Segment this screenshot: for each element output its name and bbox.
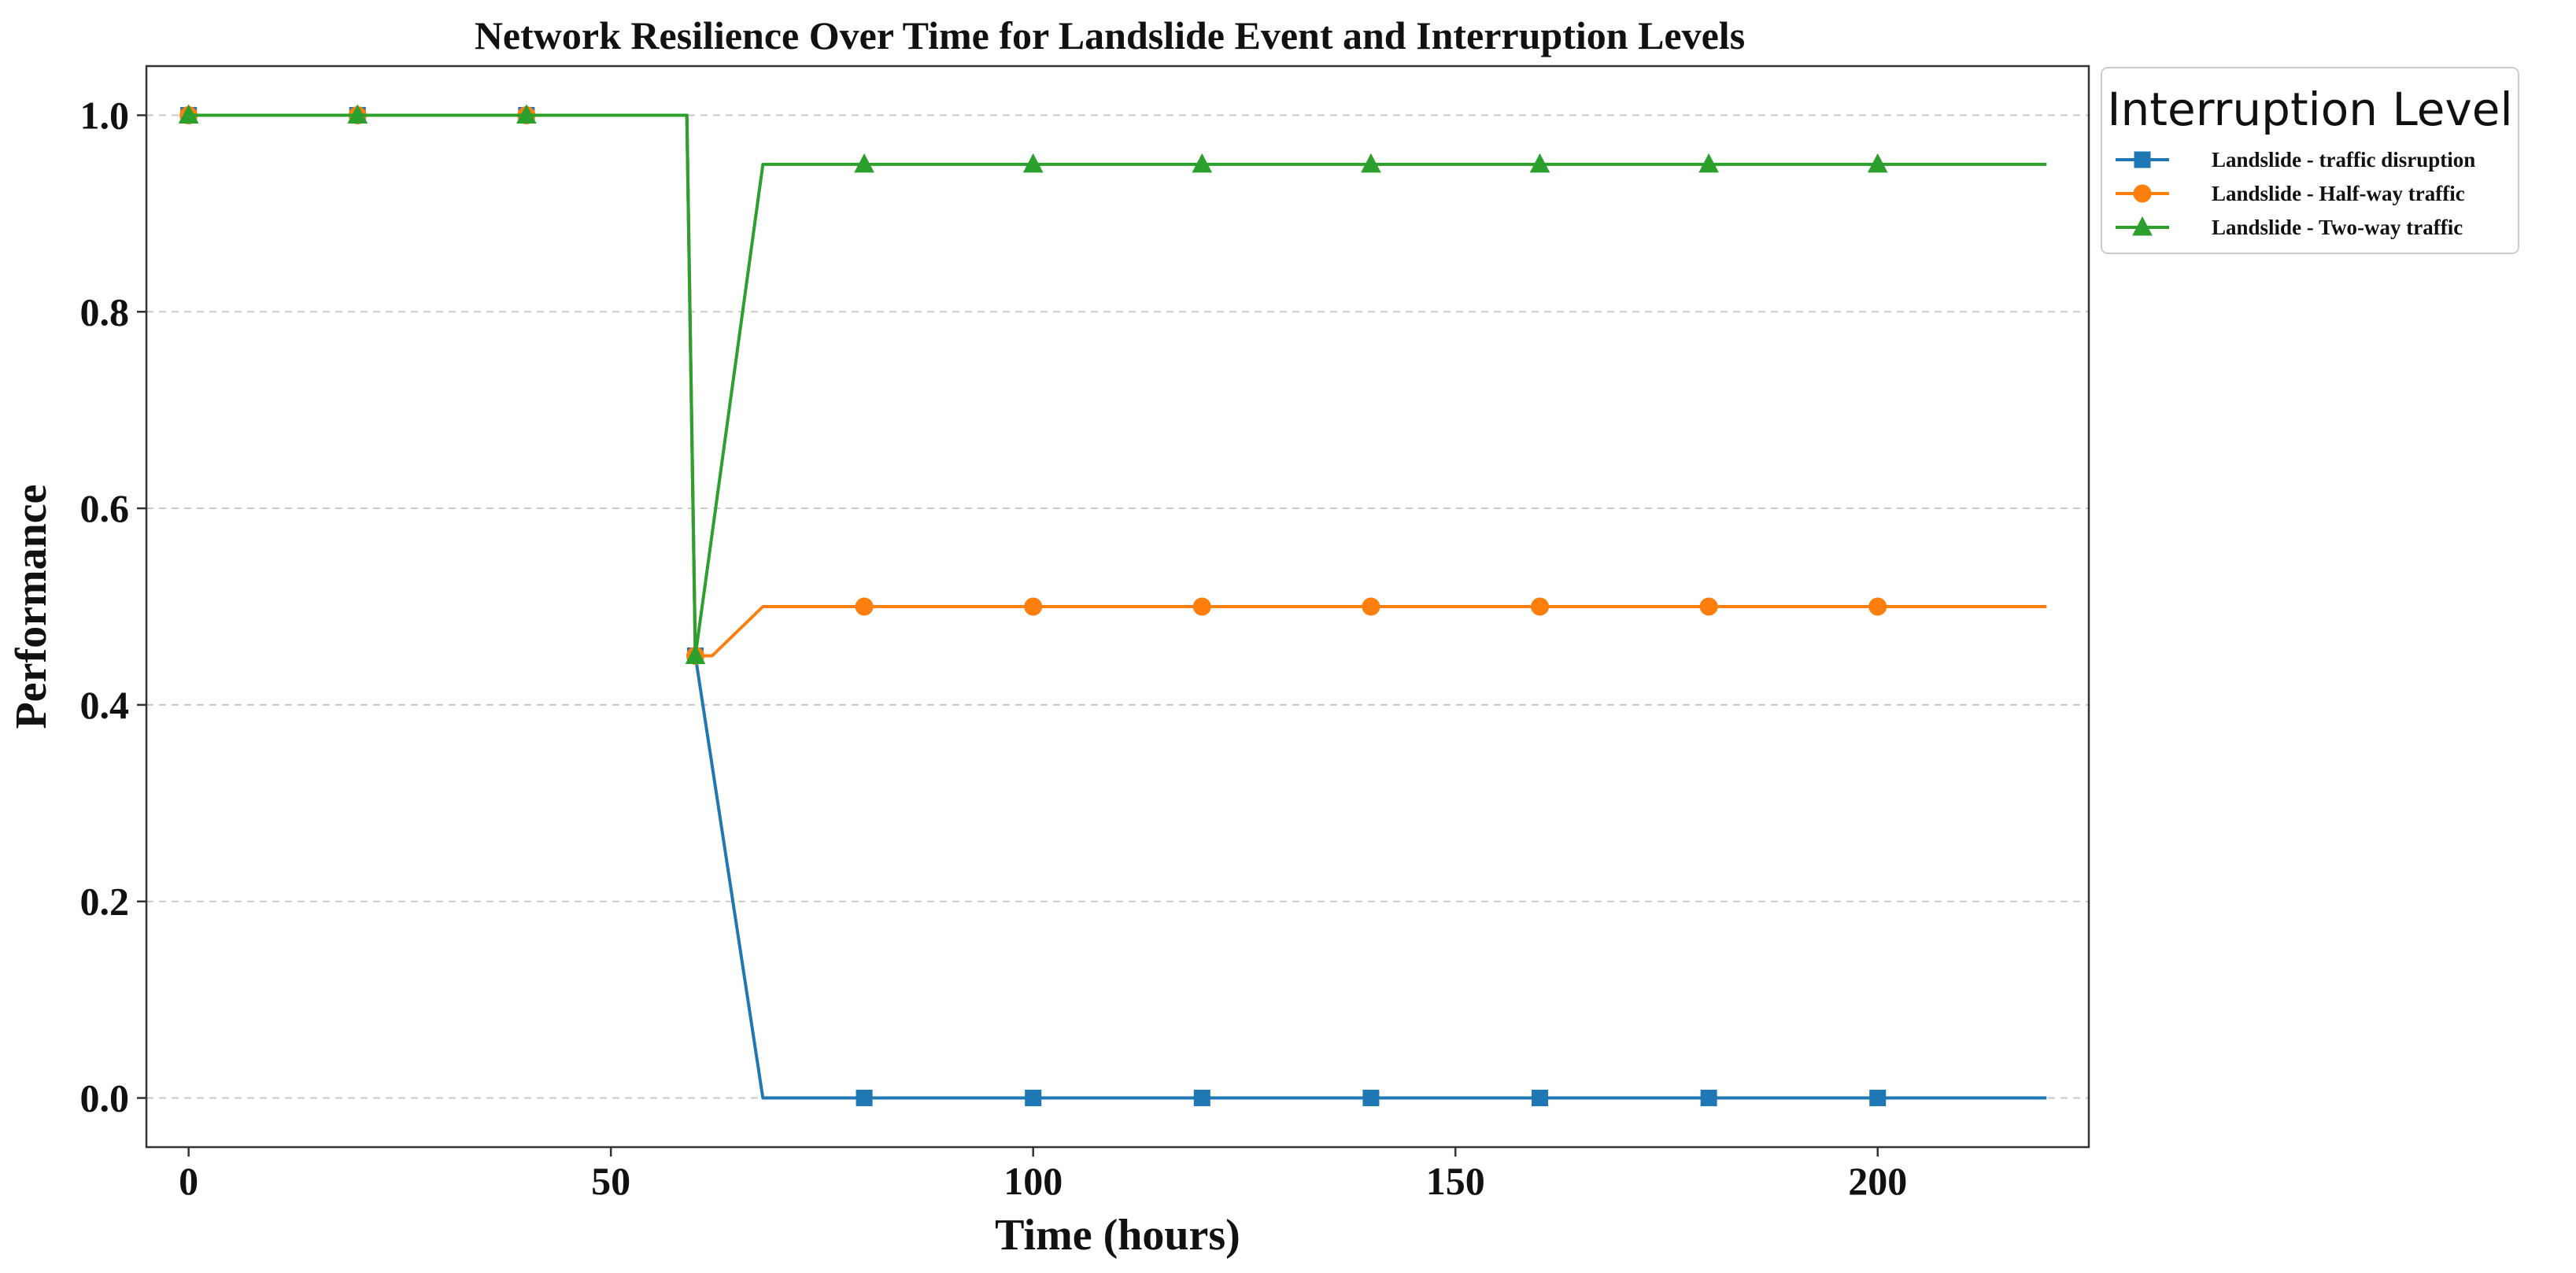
data-point (1531, 597, 1550, 616)
data-point (856, 1090, 873, 1107)
series-3 (178, 104, 2047, 664)
legend-marker (2134, 151, 2151, 168)
data-point (1024, 597, 1043, 616)
data-point (1532, 1090, 1549, 1107)
legend: Interruption Level Landslide - traffic d… (2101, 67, 2519, 254)
data-point (1192, 153, 1213, 173)
legend-entry-2: Landslide - Half-way traffic (2116, 182, 2465, 205)
data-point (1022, 153, 1044, 173)
legend-entries: Landslide - traffic disruption Landslide … (2116, 148, 2475, 239)
data-point (1193, 1090, 1210, 1107)
legend-marker (2132, 216, 2153, 236)
y-tick-label: 1.0 (80, 93, 130, 137)
y-tick-label: 0.2 (80, 880, 130, 924)
data-point (1361, 153, 1381, 173)
legend-marker (2133, 184, 2152, 203)
data-point (1869, 1090, 1887, 1107)
y-tick-label: 0.6 (80, 486, 130, 530)
legend-entry-1: Landslide - traffic disruption (2116, 148, 2475, 172)
data-point (1192, 597, 1211, 616)
y-tick-label: 0.4 (80, 683, 130, 727)
x-tick-label: 0 (179, 1159, 198, 1203)
data-point (1698, 153, 1719, 173)
data-point (1362, 1090, 1380, 1107)
x-tick-label: 200 (1848, 1159, 1907, 1203)
x-tick-label: 100 (1003, 1159, 1063, 1203)
data-point (1700, 1090, 1717, 1107)
x-tick-label: 150 (1426, 1159, 1485, 1203)
series-layer (178, 104, 2047, 1107)
data-point (516, 104, 537, 124)
axis-ticks: 0 50 100 150 200 0.0 0.2 0.4 0.6 0.8 1.0 (80, 93, 1908, 1203)
data-point (854, 153, 874, 173)
data-point (855, 597, 874, 616)
data-point (1699, 597, 1718, 616)
plot-area-frame (145, 65, 2090, 1149)
legend-entry-3: Landslide - Two-way traffic (2116, 216, 2463, 239)
data-point (1867, 153, 1888, 173)
data-point (1362, 597, 1380, 616)
legend-label: Landslide - Two-way traffic (2212, 216, 2463, 239)
data-point (1868, 597, 1887, 616)
legend-title: Interruption Level (2107, 83, 2512, 136)
data-point (1025, 1090, 1042, 1107)
legend-label: Landslide - traffic disruption (2212, 148, 2475, 172)
legend-label: Landslide - Half-way traffic (2212, 182, 2465, 205)
x-axis-label: Time (hours) (995, 1211, 1240, 1260)
y-axis-label: Performance (7, 485, 56, 729)
data-point (1529, 153, 1550, 173)
data-point (685, 644, 706, 664)
chart-title: Network Resilience Over Time for Landsli… (475, 13, 1745, 57)
legend-box (2101, 67, 2519, 254)
y-tick-label: 0.8 (80, 290, 130, 334)
data-point (347, 104, 368, 124)
y-tick-label: 0.0 (80, 1076, 130, 1120)
x-tick-label: 50 (591, 1159, 630, 1203)
data-point (178, 104, 199, 124)
